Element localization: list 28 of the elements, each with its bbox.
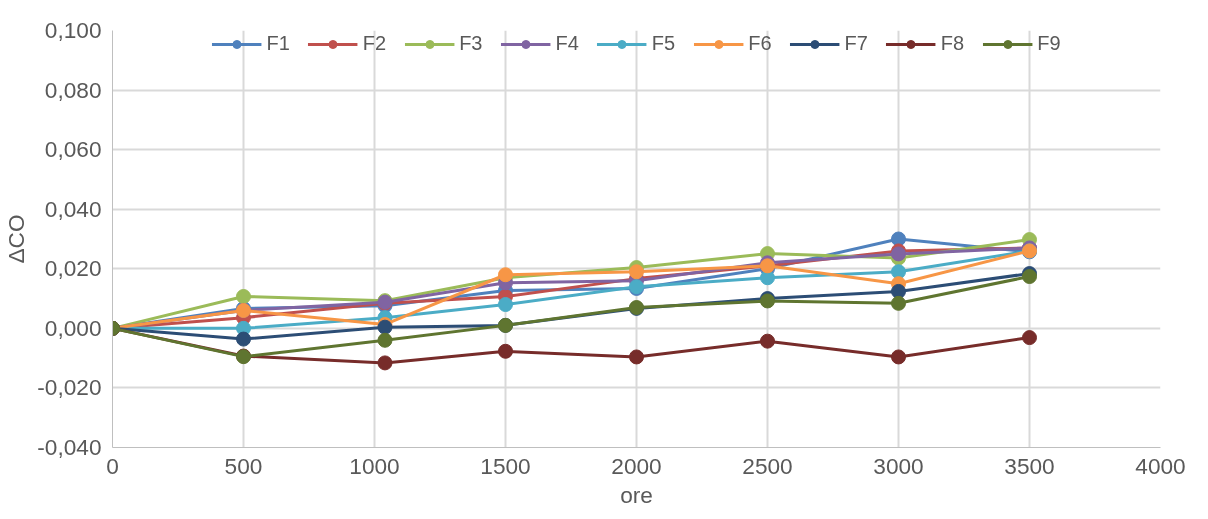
legend-label: F5	[651, 32, 676, 55]
y-tick-label: -0,020	[37, 374, 102, 401]
legend-label: F8	[940, 32, 965, 55]
x-tick-label: 1500	[480, 452, 531, 479]
x-tick-label: 500	[224, 452, 263, 479]
y-tick-label: 0,080	[44, 76, 102, 103]
y-axis-title: ΔCO	[3, 214, 30, 264]
y-tick-label: -0,040	[37, 434, 102, 460]
x-tick-label: 0	[106, 452, 119, 479]
y-tick-label: 0,000	[44, 314, 102, 341]
x-axis-title: ore	[620, 481, 653, 508]
legend-label: F1	[266, 32, 290, 55]
y-tick-label: 0,060	[44, 136, 102, 163]
x-tick-label: 2000	[611, 452, 662, 479]
legend-label: F7	[844, 32, 868, 55]
y-tick-label: 0,020	[44, 255, 102, 282]
x-tick-label: 3000	[873, 452, 924, 479]
x-tick-label: 3500	[1004, 452, 1055, 479]
legend-label: F9	[1037, 32, 1061, 55]
legend-label: F4	[555, 32, 579, 55]
x-tick-label: 1000	[349, 452, 400, 479]
y-tick-label: 0,100	[44, 17, 102, 43]
legend-label: F3	[459, 32, 483, 55]
x-tick-label: 2500	[742, 452, 793, 479]
y-tick-label: 0,040	[44, 195, 102, 222]
legend-label: F2	[362, 32, 387, 55]
legend-label: F6	[748, 32, 772, 55]
x-tick-label: 4000	[1135, 452, 1186, 479]
